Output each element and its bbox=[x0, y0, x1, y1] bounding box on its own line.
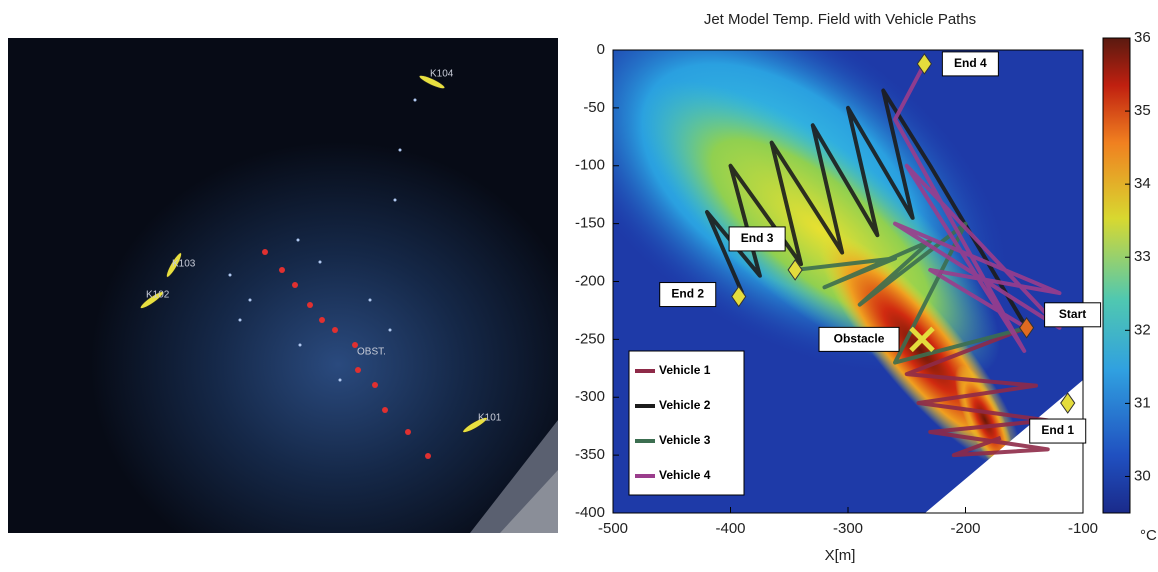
colorbar bbox=[1103, 38, 1130, 513]
annotation-text: End 2 bbox=[671, 287, 704, 301]
y-tick-label: -400 bbox=[575, 504, 605, 521]
x-tick-label: -300 bbox=[833, 520, 863, 537]
chart-title: Jet Model Temp. Field with Vehicle Paths bbox=[704, 11, 976, 28]
photo-label: K104 bbox=[430, 69, 454, 80]
annotation-text: Start bbox=[1059, 307, 1086, 321]
x-tick-label: -400 bbox=[715, 520, 745, 537]
annotation-text: End 3 bbox=[741, 231, 774, 245]
y-tick-label: -150 bbox=[575, 215, 605, 232]
legend-label: Vehicle 2 bbox=[659, 398, 711, 412]
x-tick-label: -100 bbox=[1068, 520, 1098, 537]
x-tick-label: -500 bbox=[598, 520, 628, 537]
colorbar-tick-label: 31 bbox=[1134, 394, 1151, 411]
x-tick-label: -200 bbox=[950, 520, 980, 537]
photo-label: K101 bbox=[478, 413, 502, 424]
photo-background bbox=[8, 38, 558, 533]
photo-label: K102 bbox=[146, 290, 170, 301]
legend-label: Vehicle 1 bbox=[659, 363, 711, 377]
legend-label: Vehicle 3 bbox=[659, 433, 711, 447]
y-tick-label: -200 bbox=[575, 272, 605, 289]
figure: Jet Model Temp. Field with Vehicle Paths… bbox=[0, 0, 1158, 567]
y-tick-label: 0 bbox=[597, 41, 605, 58]
photo-label: OBST. bbox=[357, 347, 386, 358]
colorbar-label: °C bbox=[1140, 527, 1157, 544]
x-axis-label: X[m] bbox=[825, 547, 856, 564]
colorbar-tick-label: 30 bbox=[1134, 467, 1151, 484]
colorbar-tick-label: 33 bbox=[1134, 248, 1151, 265]
colorbar-tick-label: 36 bbox=[1134, 29, 1151, 46]
legend-label: Vehicle 4 bbox=[659, 468, 711, 482]
y-tick-label: -100 bbox=[575, 157, 605, 174]
annotation-text: Obstacle bbox=[834, 332, 885, 346]
photo bbox=[8, 38, 558, 533]
y-tick-label: -50 bbox=[583, 99, 605, 116]
colorbar-tick-label: 35 bbox=[1134, 102, 1151, 119]
photo-label: K103 bbox=[172, 259, 196, 270]
colorbar-tick-label: 34 bbox=[1134, 175, 1151, 192]
colorbar-tick-label: 32 bbox=[1134, 321, 1151, 338]
annotation-text: End 4 bbox=[954, 56, 987, 70]
y-tick-label: -250 bbox=[575, 330, 605, 347]
y-tick-label: -300 bbox=[575, 388, 605, 405]
y-tick-label: -350 bbox=[575, 446, 605, 463]
annotation-text: End 1 bbox=[1041, 423, 1074, 437]
